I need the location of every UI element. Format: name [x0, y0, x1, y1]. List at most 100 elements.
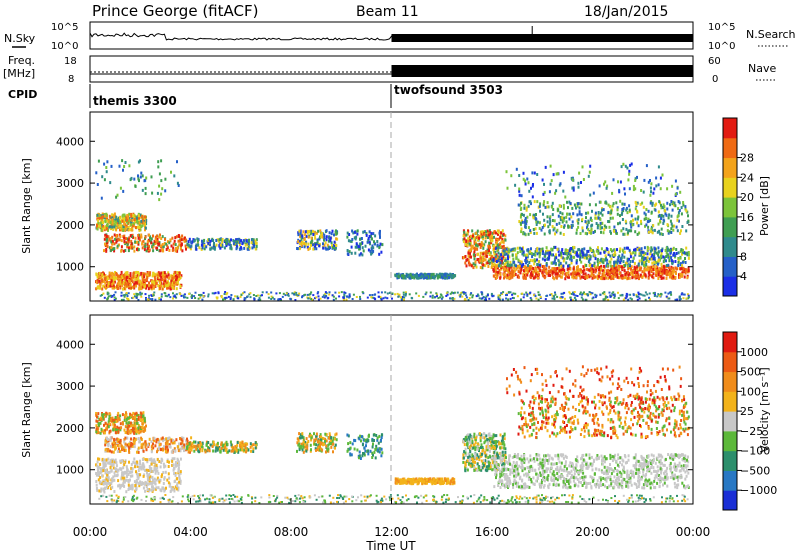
scatter-cell	[665, 259, 667, 263]
scatter-cell	[489, 231, 492, 234]
scatter-cell	[485, 254, 488, 258]
scatter-cell	[122, 249, 125, 253]
scatter-cell	[504, 247, 507, 251]
scatter-cell	[370, 252, 373, 256]
scatter-cell	[104, 281, 107, 285]
scatter-cell	[312, 232, 315, 236]
scatter-cell	[238, 247, 241, 251]
scatter-cell	[467, 249, 470, 253]
scatter-cell	[473, 257, 476, 261]
scatter-cell	[623, 246, 626, 250]
scatter-cell	[95, 480, 98, 483]
scatter-cell	[174, 282, 177, 286]
scatter-cell	[163, 241, 166, 245]
scatter-cell	[638, 259, 641, 263]
scatter-cell	[135, 296, 138, 299]
scatter-cell	[209, 247, 212, 251]
scatter-cell	[585, 256, 588, 260]
scatter-cell	[569, 296, 572, 299]
scatter-cell	[109, 459, 112, 463]
scatter-cell	[524, 233, 527, 237]
scatter-cell	[461, 295, 464, 298]
scatter-cell	[248, 246, 251, 250]
scatter-cell	[657, 222, 660, 226]
scatter-cell	[516, 295, 519, 298]
scatter-cell	[394, 293, 397, 296]
scatter-cell	[359, 295, 361, 298]
scatter-cell	[676, 229, 679, 233]
scatter-cell	[677, 257, 680, 260]
scatter-cell	[491, 258, 493, 262]
scatter-cell	[648, 257, 651, 261]
scatter-cell	[673, 201, 676, 205]
scatter-cell	[284, 294, 287, 297]
scatter-cell	[617, 297, 620, 300]
scatter-cell	[123, 236, 126, 240]
scatter-cell	[316, 292, 319, 295]
scatter-cell	[114, 291, 117, 294]
scatter-cell	[522, 272, 525, 276]
scatter-cell	[249, 292, 252, 295]
scatter-cell	[156, 476, 159, 480]
scatter-cell	[114, 297, 117, 300]
scatter-cell	[360, 237, 363, 240]
scatter-cell	[154, 471, 157, 475]
scatter-cell	[440, 297, 443, 300]
scatter-cell	[493, 252, 496, 256]
scatter-cell	[682, 203, 685, 207]
scatter-cell	[444, 274, 447, 278]
scatter-cell	[682, 248, 684, 252]
scatter-cell	[391, 297, 393, 300]
station-title: Prince George (fitACF)	[92, 2, 258, 20]
scatter-cell	[551, 248, 554, 252]
scatter-cell	[492, 244, 495, 248]
scatter-cell	[570, 258, 573, 262]
scatter-cell	[153, 282, 155, 286]
scatter-cell	[677, 211, 680, 215]
scatter-cell	[681, 264, 684, 268]
scatter-cell	[508, 276, 511, 280]
scatter-cell	[99, 294, 102, 297]
scatter-cell	[507, 247, 510, 251]
scatter-cell	[319, 297, 322, 300]
scatter-cell	[173, 294, 176, 297]
scatter-cell	[675, 252, 678, 255]
scatter-cell	[180, 274, 183, 278]
scatter-cell	[486, 229, 489, 233]
scatter-cell	[670, 222, 673, 226]
scatter-cell	[441, 296, 444, 299]
scatter-cell	[136, 293, 139, 295]
scatter-cell	[301, 295, 304, 298]
scatter-cell	[115, 228, 118, 232]
scatter-cell	[104, 220, 107, 224]
scatter-cell	[96, 285, 99, 289]
scatter-cell	[157, 160, 160, 164]
scatter-cell	[657, 246, 660, 250]
scatter-cell	[496, 256, 499, 260]
scatter-cell	[620, 212, 623, 216]
scatter-cell	[646, 249, 649, 252]
scatter-cell	[126, 295, 129, 297]
scatter-cell	[297, 233, 300, 237]
nsky-tick-bottom: 10^0	[51, 41, 78, 52]
scatter-cell	[577, 268, 580, 272]
scatter-cell	[551, 297, 554, 300]
scatter-cell	[166, 246, 169, 250]
scatter-cell	[617, 291, 619, 294]
scatter-cell	[672, 228, 675, 232]
scatter-cell	[640, 262, 643, 266]
scatter-cell	[319, 236, 321, 239]
scatter-cell	[560, 275, 562, 279]
scatter-cell	[129, 246, 132, 250]
scatter-cell	[480, 235, 483, 239]
scatter-cell	[194, 297, 197, 299]
scatter-cell	[321, 295, 324, 298]
scatter-cell	[116, 223, 119, 227]
scatter-cell	[181, 249, 184, 253]
scatter-cell	[630, 298, 633, 301]
scatter-cell	[373, 297, 376, 300]
scatter-cell	[662, 266, 665, 270]
scatter-cell	[581, 251, 584, 255]
scatter-cell	[211, 292, 214, 295]
scatter-cell	[127, 276, 129, 279]
